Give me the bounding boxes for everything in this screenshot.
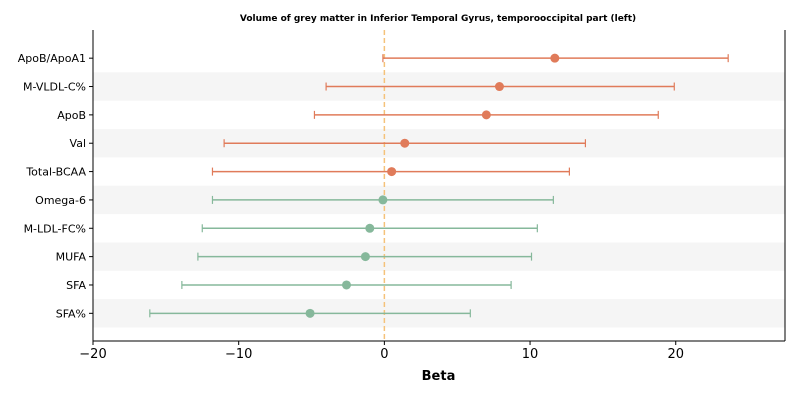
x-axis-label: Beta xyxy=(422,369,456,384)
x-tick-label: −20 xyxy=(79,347,106,362)
x-ticks: −20 −10 0 10 20 xyxy=(79,341,684,362)
x-tick-label: 10 xyxy=(522,347,539,362)
beta-point xyxy=(494,82,504,92)
category-labels: ApoB/ApoA1 M-VLDL-C% ApoB Val Total-BCAA Omeg… xyxy=(18,52,93,320)
beta-point xyxy=(305,308,315,318)
category-label: Omega-6 xyxy=(35,194,86,207)
beta-point xyxy=(481,110,491,120)
category-label: SFA xyxy=(66,279,86,292)
category-label: M-VLDL-C% xyxy=(23,81,86,94)
beta-points xyxy=(305,53,560,318)
chart-title: Volume of grey matter in Inferior Tempor… xyxy=(240,14,636,24)
category-label: SFA% xyxy=(56,307,86,320)
x-tick-label: 0 xyxy=(380,347,388,362)
category-label: ApoB xyxy=(57,109,86,122)
beta-point xyxy=(400,138,410,148)
beta-point xyxy=(387,167,397,177)
beta-point xyxy=(378,195,388,205)
beta-point xyxy=(360,252,370,262)
category-label: Val xyxy=(70,137,86,150)
x-tick-label: 20 xyxy=(667,347,684,362)
x-tick-label: −10 xyxy=(225,347,252,362)
beta-point xyxy=(365,223,375,233)
axes xyxy=(92,30,786,342)
beta-point xyxy=(341,280,351,290)
category-label: Total-BCAA xyxy=(25,166,86,179)
category-label: MUFA xyxy=(56,251,87,264)
category-label: M-LDL-FC% xyxy=(24,222,86,235)
category-label: ApoB/ApoA1 xyxy=(18,52,86,65)
beta-point xyxy=(550,53,560,63)
